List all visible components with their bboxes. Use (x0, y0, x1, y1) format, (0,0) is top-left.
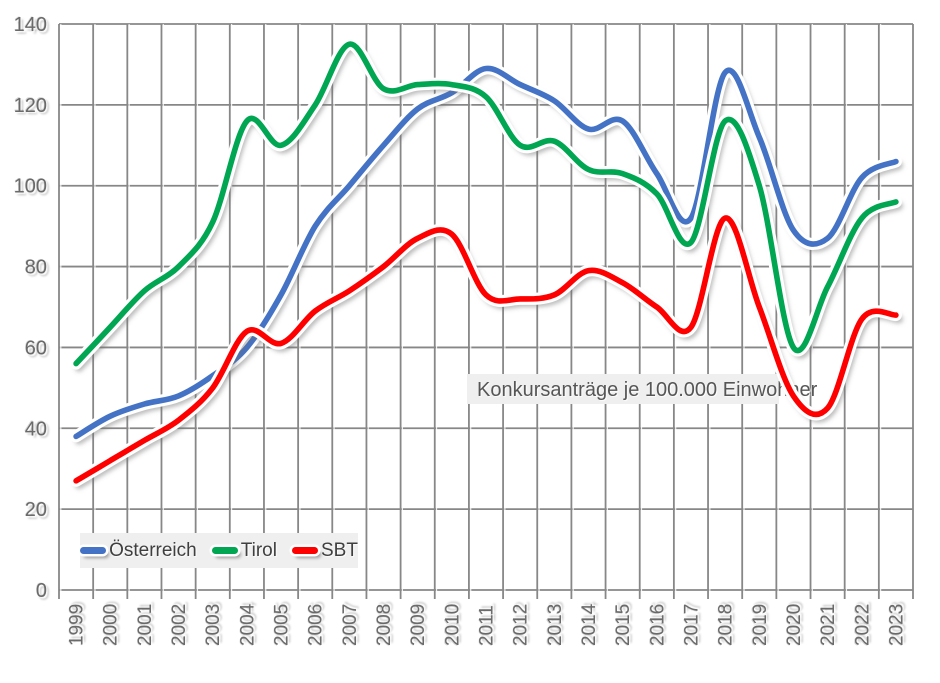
x-tick-label: 2013 (545, 604, 566, 646)
series-line-tirol (70, 38, 904, 372)
y-tick-label: 60 (25, 337, 47, 359)
legend-line-sample-green (211, 547, 238, 554)
y-tick-label: 40 (25, 418, 47, 440)
x-tick-label: 2001 (135, 604, 156, 646)
x-tick-label: 2004 (237, 603, 258, 646)
x-tick-label: 2006 (306, 604, 327, 646)
legend-line-sample-blue (80, 547, 107, 554)
x-tick-label: 2014 (579, 603, 600, 646)
x-tick-label: 2000 (101, 604, 122, 646)
x-tick-label: 2017 (682, 604, 703, 646)
annotation-box: Konkursanträge je 100.000 Einwohner (467, 374, 818, 404)
y-tick-label: 0 (36, 580, 47, 602)
y-tick-label: 100 (14, 176, 47, 198)
x-axis-labels: 1999 2000 2001 2002 2003 2004 2005 2006 2007 2008… (67, 603, 908, 646)
annotation-background (467, 374, 779, 404)
x-tick-label: 2011 (477, 605, 498, 646)
x-tick-label: 2007 (340, 604, 361, 646)
x-tick-label: 2003 (203, 604, 224, 646)
x-tick-label: 2018 (716, 604, 737, 646)
x-tick-label: 2012 (511, 604, 532, 646)
x-tick-label: 2002 (169, 604, 190, 646)
x-tick-label: 2010 (442, 604, 463, 646)
x-tick-label: 2021 (818, 604, 839, 646)
series-stroke (73, 41, 899, 367)
legend-label-oesterreich: Österreich (109, 539, 197, 561)
legend-item-tirol: Tirol (211, 539, 277, 562)
y-tick-label: 120 (14, 95, 47, 117)
annotation-text: Konkursanträge je 100.000 Einwohner (477, 379, 818, 401)
x-tick-label: 2016 (647, 604, 668, 646)
y-tick-label: 140 (14, 14, 47, 36)
legend-item-oesterreich: Österreich (80, 540, 197, 562)
legend-item-sbt: SBT (291, 539, 358, 562)
series-line-sbt (70, 212, 904, 490)
legend: Österreich Tirol SBT (80, 533, 358, 568)
x-tick-label: 2009 (408, 604, 429, 646)
legend-line-sample-red (291, 547, 318, 554)
x-tick-label: 2019 (750, 604, 771, 646)
series-stroke (73, 215, 899, 484)
legend-label-tirol: Tirol (240, 539, 277, 561)
series-halo (70, 38, 902, 370)
x-tick-label: 2020 (784, 604, 805, 646)
y-tick-label: 20 (25, 499, 47, 521)
x-tick-label: 2022 (852, 604, 873, 646)
series-lines (70, 38, 904, 490)
x-tick-label: 2015 (613, 604, 634, 646)
y-tick-label: 80 (25, 257, 47, 279)
x-tick-label: 2005 (272, 604, 293, 646)
x-tick-label: 1999 (67, 604, 88, 646)
legend-label-sbt: SBT (320, 539, 358, 561)
y-axis-labels: 0 20 40 60 80 100 120 140 (14, 14, 47, 602)
x-tick-label: 2023 (886, 604, 907, 646)
x-tick-label: 2008 (374, 604, 395, 646)
